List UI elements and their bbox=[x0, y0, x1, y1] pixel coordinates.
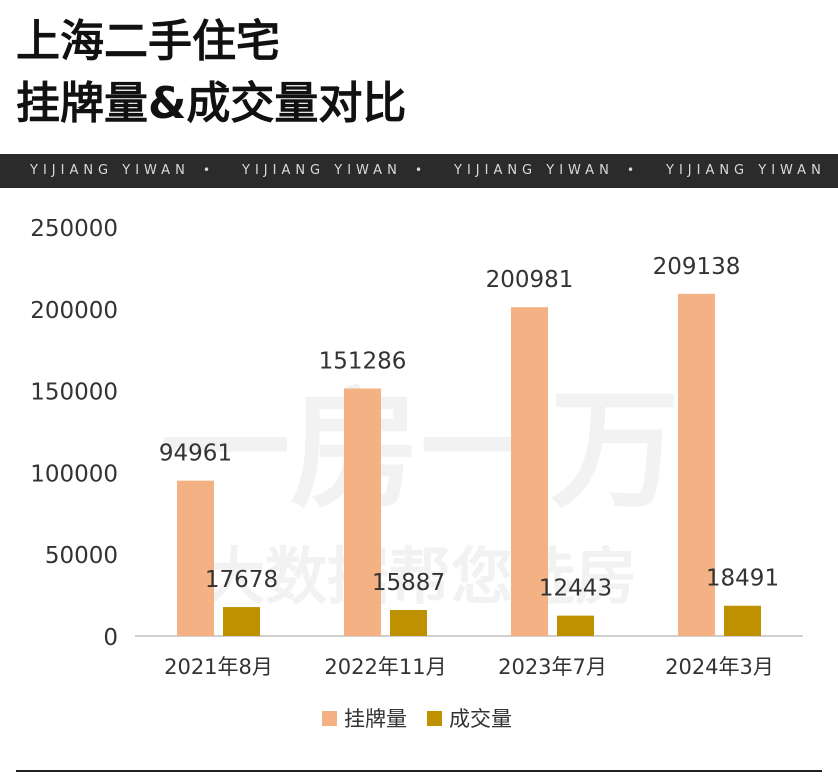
legend-swatch bbox=[427, 711, 442, 726]
legend-label: 成交量 bbox=[449, 707, 512, 731]
page-title-line1: 上海二手住宅 bbox=[16, 16, 280, 67]
data-label: 12443 bbox=[539, 576, 612, 602]
y-tick-label: 250000 bbox=[30, 216, 118, 242]
data-label: 17678 bbox=[205, 567, 278, 593]
y-tick-label: 50000 bbox=[45, 543, 118, 569]
bar bbox=[511, 307, 548, 636]
legend-label: 挂牌量 bbox=[344, 707, 407, 731]
banner-dot: • bbox=[203, 163, 211, 177]
data-label: 18491 bbox=[706, 566, 779, 592]
y-tick-label: 150000 bbox=[30, 380, 118, 406]
x-tick-label: 2022年11月 bbox=[324, 655, 446, 679]
banner-dot: • bbox=[627, 163, 635, 177]
watermark: 一房一万 大数据帮您选房 bbox=[160, 374, 680, 613]
bar bbox=[678, 293, 715, 636]
bottom-rule bbox=[16, 770, 822, 772]
watermark-line2: 大数据帮您选房 bbox=[203, 540, 637, 613]
bar bbox=[724, 605, 761, 636]
data-label: 15887 bbox=[372, 570, 445, 596]
y-tick-label: 100000 bbox=[30, 461, 118, 487]
data-label: 151286 bbox=[319, 348, 407, 374]
banner-text: YIJIANG YIWAN bbox=[30, 163, 190, 178]
y-tick-label: 0 bbox=[103, 625, 118, 651]
x-tick-label: 2024年3月 bbox=[665, 655, 774, 679]
bar bbox=[177, 480, 214, 636]
watermark-line1: 一房一万 bbox=[160, 374, 680, 526]
page-title-line2: 挂牌量&成交量对比 bbox=[16, 78, 407, 129]
banner-text: YIJIANG YIWAN bbox=[666, 163, 826, 178]
banner-text: YIJIANG YIWAN bbox=[242, 163, 402, 178]
x-tick-label: 2023年7月 bbox=[498, 655, 607, 679]
bar bbox=[223, 607, 260, 636]
bar bbox=[390, 610, 427, 636]
data-label: 200981 bbox=[486, 267, 574, 293]
bar bbox=[344, 388, 381, 636]
y-tick-label: 200000 bbox=[30, 298, 118, 324]
bar bbox=[557, 615, 594, 636]
banner-dot: • bbox=[415, 163, 423, 177]
legend-swatch bbox=[322, 711, 337, 726]
x-tick-label: 2021年8月 bbox=[164, 655, 273, 679]
brand-banner: YIJIANG YIWAN • YIJIANG YIWAN • YIJIANG … bbox=[0, 154, 838, 188]
banner-text: YIJIANG YIWAN bbox=[454, 163, 614, 178]
data-label: 94961 bbox=[159, 441, 232, 467]
data-label: 209138 bbox=[653, 254, 741, 280]
